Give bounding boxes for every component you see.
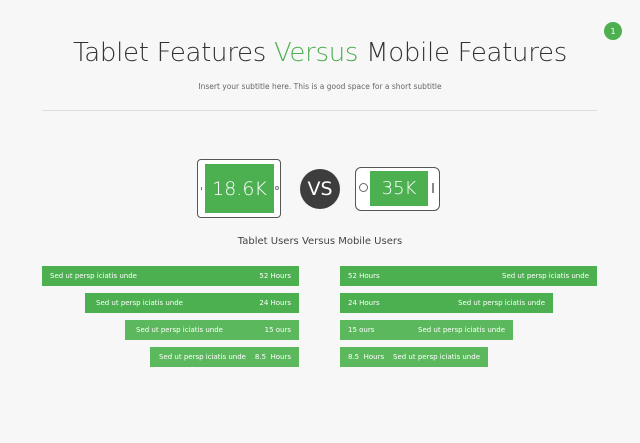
- right-bar: 15 ours Sed ut persp iciatis unde: [340, 320, 513, 340]
- bar-value: 8.5 Hours: [254, 353, 291, 361]
- title-part2: Mobile Features: [358, 38, 567, 68]
- bar-value: 52 Hours: [348, 272, 380, 280]
- left-bar: Sed ut persp iciatis unde 24 Hours: [85, 293, 299, 313]
- tablet-button: [275, 186, 279, 190]
- bar-value: 24 Hours: [348, 299, 380, 307]
- page-number-badge: 1: [604, 22, 622, 40]
- phone-screen: 35K: [370, 171, 428, 206]
- right-bar: 52 Hours Sed ut persp iciatis unde: [340, 266, 597, 286]
- bar-label: Sed ut persp iciatis unde: [96, 299, 183, 307]
- bar-label: Sed ut persp iciatis unde: [50, 272, 137, 280]
- vs-badge: VS: [300, 169, 340, 209]
- left-bar: Sed ut persp iciatis unde 15 ours: [125, 320, 299, 340]
- bar-label: Sed ut persp iciatis unde: [502, 272, 589, 280]
- phone-home-button: [359, 183, 368, 192]
- bar-label: Sed ut persp iciatis unde: [136, 326, 223, 334]
- tablet-camera: [201, 187, 202, 190]
- subtitle: Insert your subtitle here. This is a goo…: [198, 82, 442, 91]
- left-bar: Sed ut persp iciatis unde 8.5 Hours: [150, 347, 299, 367]
- bar-value: 15 ours: [264, 326, 291, 334]
- right-bar: 24 Hours Sed ut persp iciatis unde: [340, 293, 553, 313]
- comparison-caption: Tablet Users Versus Mobile Users: [237, 236, 403, 247]
- bar-value: 8.5 Hours: [348, 353, 385, 361]
- tablet-screen: 18.6K: [205, 164, 274, 213]
- bar-label: Sed ut persp iciatis unde: [458, 299, 545, 307]
- bar-label: Sed ut persp iciatis unde: [159, 353, 246, 361]
- right-bar: 8.5 Hours Sed ut persp iciatis unde: [340, 347, 488, 367]
- page-title: Tablet Features Versus Mobile Features: [0, 38, 640, 68]
- tablet-icon: 18.6K: [197, 159, 281, 218]
- bar-value: 15 ours: [348, 326, 375, 334]
- bar-label: Sed ut persp iciatis unde: [418, 326, 505, 334]
- bar-value: 24 Hours: [259, 299, 291, 307]
- title-part1: Tablet Features: [73, 38, 274, 68]
- phone-icon: 35K: [355, 167, 440, 211]
- divider: [42, 110, 597, 111]
- bar-label: Sed ut persp iciatis unde: [393, 353, 480, 361]
- phone-speaker: [432, 183, 434, 193]
- title-accent: Versus: [273, 38, 359, 68]
- bar-value: 52 Hours: [259, 272, 291, 280]
- left-bar: Sed ut persp iciatis unde 52 Hours: [42, 266, 299, 286]
